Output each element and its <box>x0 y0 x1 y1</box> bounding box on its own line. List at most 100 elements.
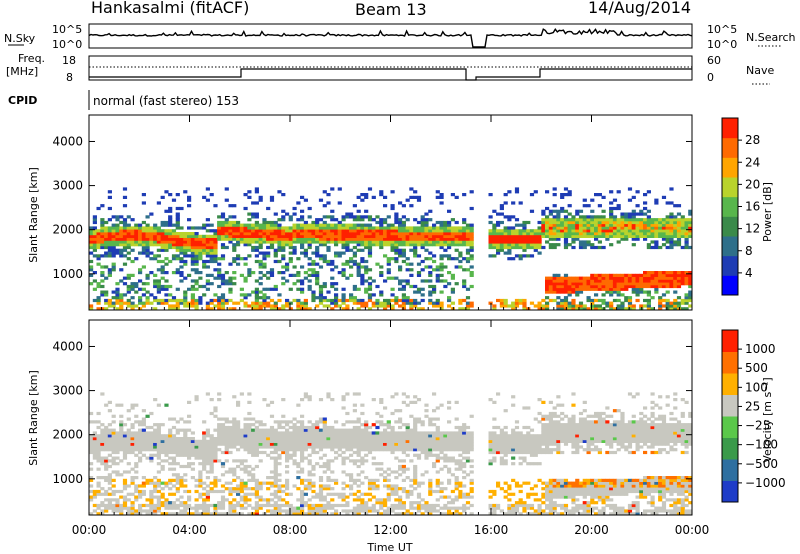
velocity-cell <box>175 498 180 502</box>
power-cell <box>153 229 158 233</box>
velocity-cell <box>269 400 275 404</box>
power-cell <box>661 279 667 283</box>
velocity-cell <box>439 431 444 435</box>
power-cell <box>409 307 414 310</box>
velocity-cell <box>330 492 335 496</box>
power-cell <box>156 279 161 283</box>
power-cell <box>635 279 640 283</box>
velocity-cell <box>330 498 335 502</box>
velocity-cell <box>383 431 388 435</box>
velocity-cell <box>179 445 184 449</box>
power-cell <box>311 271 316 275</box>
power-cell <box>401 220 406 225</box>
velocity-cell <box>190 476 195 480</box>
velocity-cell <box>190 442 195 446</box>
power-cell <box>582 226 587 230</box>
power-cell <box>217 220 222 225</box>
velocity-cell <box>277 495 282 499</box>
velocity-cell <box>138 434 143 438</box>
velocity-cell <box>156 403 161 407</box>
power-cell <box>575 232 580 236</box>
power-cell <box>296 287 301 291</box>
power-cell <box>303 240 308 244</box>
power-cell <box>529 301 535 305</box>
power-cell <box>582 198 587 202</box>
power-cell <box>462 234 467 238</box>
power-cell <box>567 232 572 236</box>
power-cell <box>138 234 143 238</box>
power-cell <box>232 226 237 230</box>
power-cell <box>100 245 105 250</box>
power-cell <box>360 243 365 247</box>
power-cell <box>496 234 501 238</box>
velocity-cell <box>115 434 120 438</box>
velocity-cell <box>292 506 297 510</box>
power-cell <box>285 243 290 247</box>
velocity-cell <box>145 437 150 441</box>
power-cell <box>552 245 557 250</box>
power-cell <box>138 268 143 272</box>
power-cell <box>488 229 493 233</box>
velocity-cell <box>239 503 244 508</box>
velocity-cell <box>326 462 331 466</box>
power-cell <box>616 206 621 211</box>
power-cell <box>322 190 327 194</box>
power-cell <box>594 307 599 310</box>
power-cell <box>145 237 150 241</box>
power-cell <box>416 301 422 305</box>
velocity-cell <box>107 492 112 496</box>
velocity-cell <box>202 450 207 455</box>
power-cell <box>439 223 444 227</box>
power-cell <box>311 293 316 297</box>
velocity-cell <box>236 487 241 491</box>
velocity-cell <box>266 442 271 446</box>
velocity-cell <box>269 428 275 432</box>
power-cell <box>119 279 124 283</box>
velocity-cell <box>213 489 218 494</box>
power-cell <box>646 232 651 236</box>
velocity-cell <box>213 478 218 482</box>
power-cell <box>164 271 169 275</box>
power-cell <box>383 226 388 230</box>
power-cell <box>168 229 173 233</box>
power-cell <box>111 229 116 233</box>
power-cell <box>258 240 263 244</box>
velocity-cell <box>247 434 252 438</box>
velocity-cell <box>428 437 433 441</box>
power-cell <box>499 243 504 247</box>
velocity-cell <box>232 478 237 482</box>
velocity-cell <box>89 512 94 515</box>
power-cell <box>665 276 670 280</box>
power-cell <box>646 307 651 310</box>
velocity-cell <box>247 428 252 432</box>
velocity-cell <box>311 495 316 499</box>
power-cell <box>616 190 621 194</box>
power-cell <box>300 282 305 286</box>
velocity-cell <box>194 484 199 488</box>
power-cell <box>198 298 203 303</box>
power-cell <box>322 304 327 308</box>
power-cell <box>266 234 271 238</box>
power-cell <box>288 237 293 241</box>
velocity-cell <box>390 439 395 443</box>
velocity-cell <box>300 437 305 441</box>
velocity-cell <box>345 501 350 505</box>
power-cell <box>545 240 550 244</box>
power-cell <box>277 240 282 244</box>
velocity-cell <box>258 431 263 435</box>
power-cell <box>533 234 538 238</box>
velocity-cell <box>375 431 380 435</box>
power-cell <box>288 234 293 238</box>
power-cell <box>107 254 112 258</box>
power-cell <box>413 234 418 238</box>
velocity-cell <box>409 503 414 508</box>
velocity-cell <box>318 506 324 510</box>
power-cell <box>398 237 403 241</box>
power-cell <box>409 262 414 266</box>
velocity-cell <box>383 478 388 482</box>
velocity-cell <box>413 434 418 438</box>
power-cell <box>96 254 101 258</box>
power-cell <box>360 223 365 227</box>
power-cell <box>160 276 165 280</box>
power-cell <box>175 234 180 238</box>
